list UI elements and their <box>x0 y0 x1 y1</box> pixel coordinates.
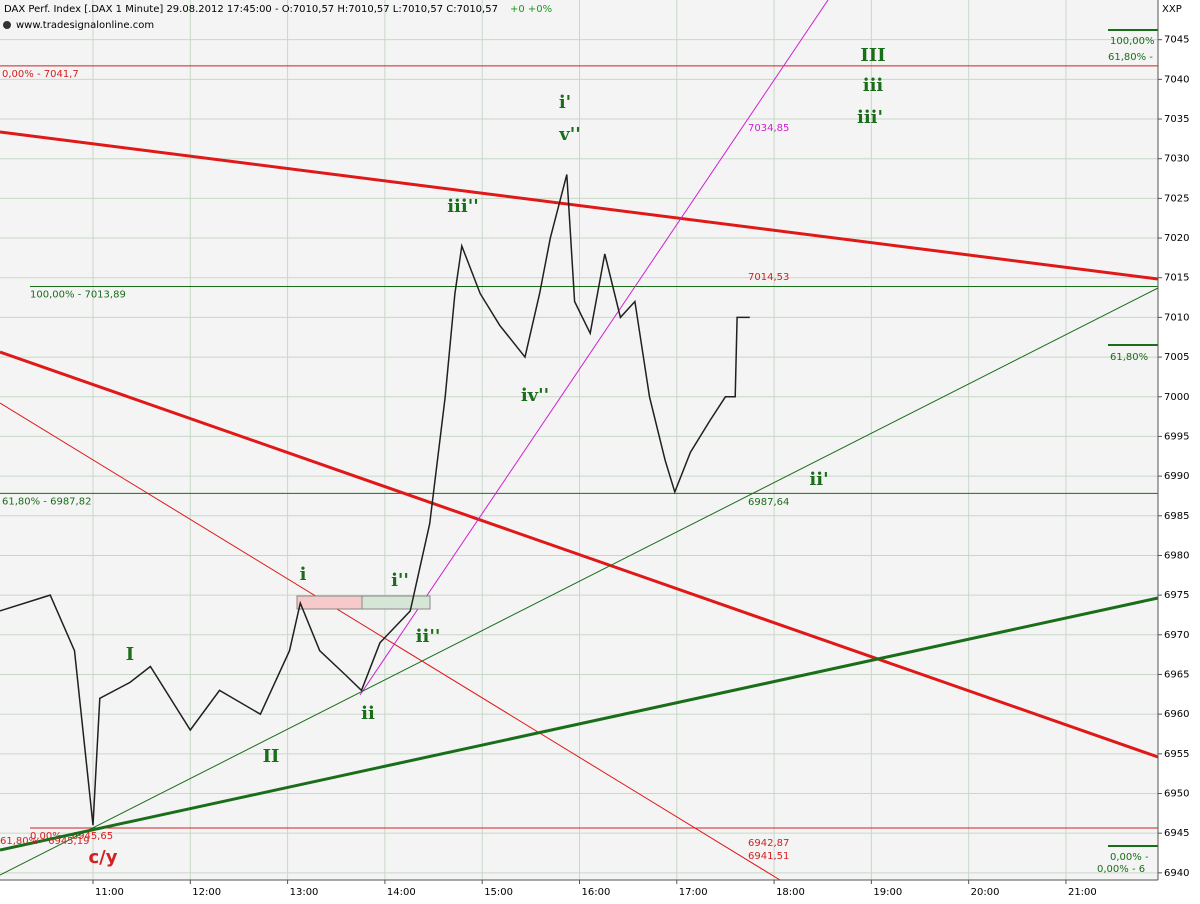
header-title: DAX Perf. Index [.DAX 1 Minute] 29.08.20… <box>4 4 498 15</box>
wave-label: ii'' <box>416 626 441 647</box>
price-note: 61,80% <box>1110 352 1148 363</box>
y-tick-label: 7030 <box>1164 154 1189 165</box>
level-label: 100,00% - 7013,89 <box>30 290 126 301</box>
y-tick-label: 6985 <box>1164 511 1189 522</box>
y-tick-label: 6965 <box>1164 669 1189 680</box>
grid <box>0 0 1158 880</box>
wave-label: ii <box>361 703 375 724</box>
wave-label: iii <box>863 75 884 96</box>
y-tick-label: 6980 <box>1164 550 1189 561</box>
zone-box <box>296 595 363 610</box>
level-label: 0,00% - 6945,65 <box>30 831 113 842</box>
x-tick-label: 13:00 <box>290 887 319 898</box>
price-note: 0,00% - 6 <box>1097 864 1145 875</box>
y-tick-label: 7000 <box>1164 392 1189 403</box>
wave-label: c/y <box>89 847 118 868</box>
x-tick-label: 21:00 <box>1068 887 1097 898</box>
wave-label: iii'' <box>447 196 479 217</box>
trendline <box>0 130 1159 281</box>
zone-box <box>361 595 431 610</box>
trendline <box>0 350 1159 759</box>
y-tick-label: 7025 <box>1164 193 1189 204</box>
price-line <box>0 174 750 826</box>
x-tick-label: 18:00 <box>776 887 805 898</box>
level-label: 0,00% - 7041,7 <box>2 69 79 80</box>
price-note: 6941,51 <box>748 851 789 862</box>
y-tick-label: 6975 <box>1164 590 1189 601</box>
wave-label: v'' <box>558 124 580 145</box>
x-tick-label: 12:00 <box>192 887 221 898</box>
y-tick-label: 7010 <box>1164 312 1189 323</box>
y-tick-label: 7020 <box>1164 233 1189 244</box>
y-tick-label: 6940 <box>1164 868 1189 879</box>
wave-label: iv'' <box>521 385 549 406</box>
trendline <box>0 287 1159 876</box>
price-note: 100,00% <box>1110 36 1155 47</box>
y-tick-label: 7005 <box>1164 352 1189 363</box>
y-tick-label: 7015 <box>1164 273 1189 284</box>
x-tick-label: 15:00 <box>484 887 513 898</box>
x-tick-label: 14:00 <box>387 887 416 898</box>
source: www.tradesignalonline.com <box>16 20 154 31</box>
price-note: 6987,64 <box>748 497 789 508</box>
header-change: +0 +0% <box>510 4 552 15</box>
y-tick-label: 6995 <box>1164 431 1189 442</box>
price-note: 0,00% - <box>1110 852 1149 863</box>
trendline <box>0 402 781 881</box>
wave-label: i <box>300 564 307 585</box>
level-label: 61,80% - 6987,82 <box>2 496 91 507</box>
y-tick-label: 6950 <box>1164 789 1189 800</box>
price-note: 61,80% - 6945,19 <box>0 836 89 847</box>
source-icon <box>3 21 11 29</box>
price-note: 7014,53 <box>748 272 789 283</box>
y-tick-label: 6990 <box>1164 471 1189 482</box>
price-note: 7034,85 <box>748 123 789 134</box>
y-tick-label: 6955 <box>1164 749 1189 760</box>
y-tick-label: 6970 <box>1164 630 1189 641</box>
wave-label: ii' <box>809 469 828 490</box>
axes: 6940 6945 6950 6955 6960 6965 6970 6975 6980 6985… <box>92 35 1189 898</box>
wave-label: II <box>263 746 280 767</box>
y-tick-label: 7040 <box>1164 74 1189 85</box>
wave-label: III <box>860 45 885 66</box>
wave-label: i'' <box>391 570 409 591</box>
price-note: 6942,87 <box>748 838 789 849</box>
y-tick-label: 7045 <box>1164 35 1189 46</box>
trendlines <box>0 0 1159 881</box>
x-tick-label: 16:00 <box>581 887 610 898</box>
trendline <box>0 596 1159 852</box>
y-tick-label: 7035 <box>1164 114 1189 125</box>
levels: 0,00% - 7041,7 100,00% - 7013,89 61,80% - … <box>0 65 1158 842</box>
x-tick-label: 17:00 <box>679 887 708 898</box>
price-note: 61,80% - <box>1108 52 1153 63</box>
x-tick-label: 11:00 <box>95 887 124 898</box>
x-tick-label: 20:00 <box>971 887 1000 898</box>
price-layer <box>0 174 750 826</box>
wave-label: iii' <box>857 107 883 128</box>
wave-label: i' <box>559 92 571 113</box>
annotations: DAX Perf. Index [.DAX 1 Minute] 29.08.20… <box>0 4 1182 875</box>
trendline <box>359 0 829 696</box>
x-tick-label: 19:00 <box>873 887 902 898</box>
y-tick-label: 6945 <box>1164 828 1189 839</box>
symbol: XXP <box>1162 4 1182 15</box>
wave-label: I <box>126 644 134 665</box>
y-tick-label: 6960 <box>1164 709 1189 720</box>
